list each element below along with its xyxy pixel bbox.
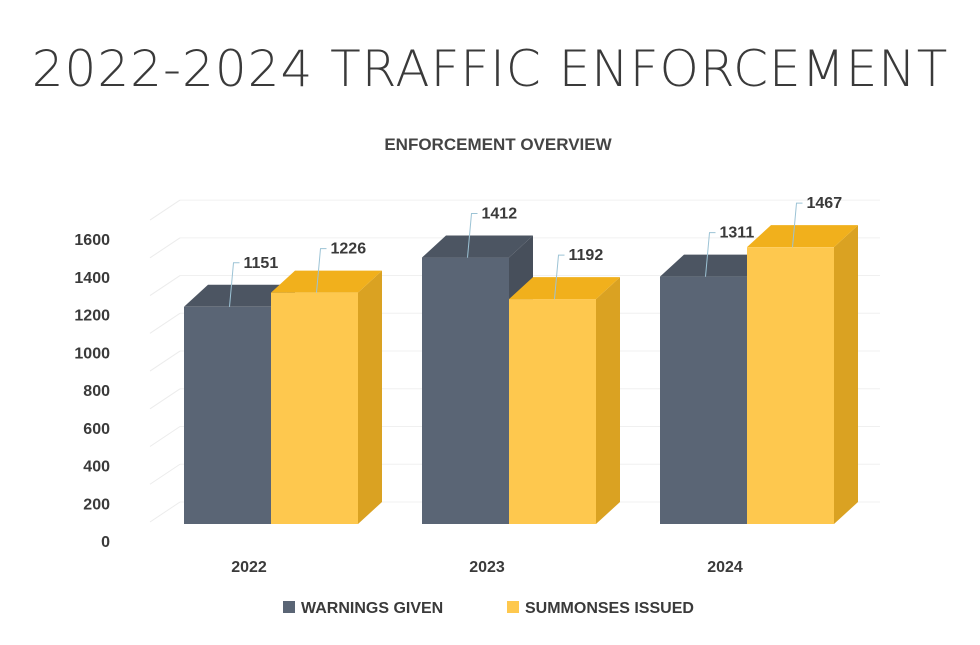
bar-summonses-issued-2022: [271, 292, 358, 524]
bar-side: [358, 270, 382, 524]
legend-swatch: [283, 601, 295, 613]
chart-title: ENFORCEMENT OVERVIEW: [384, 135, 612, 154]
bar-side: [834, 225, 858, 524]
data-label: 1311: [720, 225, 755, 242]
gridline-side: [149, 463, 181, 485]
gridline-side: [149, 388, 181, 410]
bar-top: [509, 277, 620, 300]
data-label: 1226: [331, 241, 367, 258]
bar-warnings-given-2022: [184, 306, 271, 524]
gridline-side: [149, 199, 181, 221]
data-label: 1192: [569, 247, 604, 264]
leader-line: [705, 232, 716, 277]
data-label: 1151: [244, 255, 279, 272]
x-tick-label: 2024: [707, 559, 743, 576]
leader-line: [467, 213, 478, 258]
leader-line: [229, 262, 240, 307]
y-tick-label: 1400: [74, 270, 110, 287]
bar-top: [422, 235, 533, 258]
leader-line: [316, 248, 327, 293]
legend-label: SUMMONSES ISSUED: [525, 600, 694, 617]
bar-top: [271, 270, 382, 293]
y-tick-label: 1000: [74, 345, 110, 362]
data-label: 1467: [807, 195, 843, 212]
x-tick-label: 2023: [469, 559, 505, 576]
bar-top: [660, 254, 771, 277]
gridline-side: [149, 501, 181, 523]
leader-line: [554, 254, 565, 300]
data-label: 1412: [482, 206, 518, 223]
gridline-side: [149, 312, 181, 334]
page-title: 2022-2024 TRAFFIC ENFORCEMENT: [31, 40, 949, 98]
gridline-side: [149, 426, 181, 447]
y-tick-label: 1200: [74, 308, 110, 325]
legend-swatch: [507, 601, 519, 613]
x-tick-label: 2022: [231, 559, 267, 576]
leader-line: [792, 202, 803, 248]
bar-summonses-issued-2024: [747, 247, 834, 524]
gridline-side: [149, 350, 181, 372]
y-tick-label: 200: [83, 496, 110, 513]
y-tick-label: 0: [101, 534, 110, 551]
gridline-side: [149, 275, 181, 296]
bar-side: [596, 277, 620, 524]
y-tick-label: 800: [83, 383, 110, 400]
y-tick-label: 600: [83, 421, 110, 438]
gridline-side: [149, 237, 181, 259]
legend-label: WARNINGS GIVEN: [301, 600, 443, 617]
y-tick-label: 400: [83, 459, 110, 476]
bar-warnings-given-2024: [660, 276, 747, 524]
y-tick-label: 1600: [74, 232, 110, 249]
bar-top: [747, 225, 858, 248]
bar-summonses-issued-2023: [509, 299, 596, 524]
bar-warnings-given-2023: [422, 257, 509, 524]
bar-top: [184, 284, 295, 307]
